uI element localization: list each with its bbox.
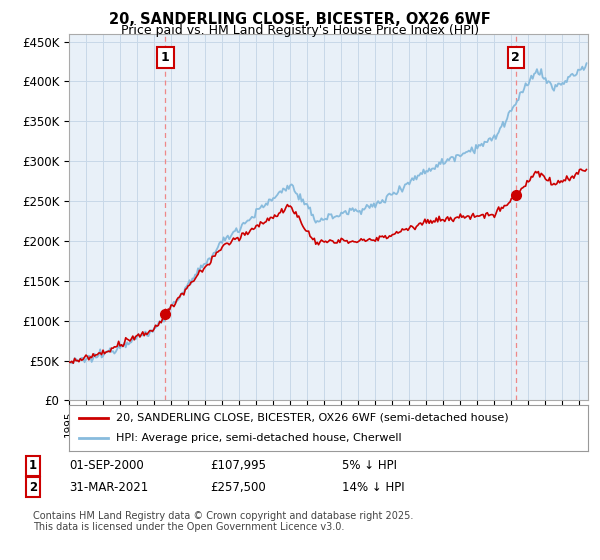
Text: 01-SEP-2000: 01-SEP-2000 [69,459,144,473]
Text: 14% ↓ HPI: 14% ↓ HPI [342,480,404,494]
Text: 2: 2 [29,480,37,494]
Text: 31-MAR-2021: 31-MAR-2021 [69,480,148,494]
Text: £107,995: £107,995 [210,459,266,473]
Text: Contains HM Land Registry data © Crown copyright and database right 2025.
This d: Contains HM Land Registry data © Crown c… [33,511,413,533]
Text: £257,500: £257,500 [210,480,266,494]
Text: HPI: Average price, semi-detached house, Cherwell: HPI: Average price, semi-detached house,… [116,433,401,443]
Text: 1: 1 [29,459,37,473]
Text: 5% ↓ HPI: 5% ↓ HPI [342,459,397,473]
Text: 20, SANDERLING CLOSE, BICESTER, OX26 6WF (semi-detached house): 20, SANDERLING CLOSE, BICESTER, OX26 6WF… [116,413,508,423]
Text: 20, SANDERLING CLOSE, BICESTER, OX26 6WF: 20, SANDERLING CLOSE, BICESTER, OX26 6WF [109,12,491,27]
Text: Price paid vs. HM Land Registry's House Price Index (HPI): Price paid vs. HM Land Registry's House … [121,24,479,36]
Text: 1: 1 [161,51,170,64]
Text: 2: 2 [511,51,520,64]
